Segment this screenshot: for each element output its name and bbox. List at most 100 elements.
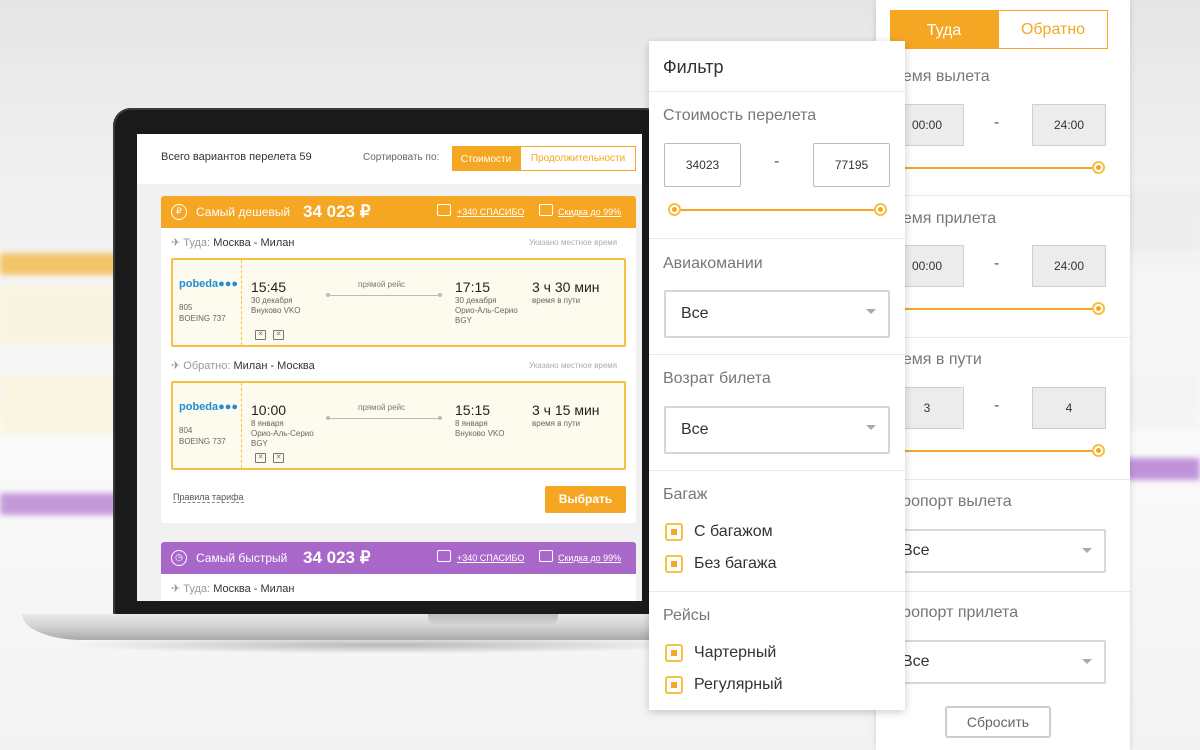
return-segment[interactable]: pobeda●●● 804 BOEING 737 10:00 8 января … xyxy=(171,381,626,470)
arrival-time: 17:15 xyxy=(455,279,491,295)
dep-airport-label: эропорт вылета xyxy=(894,493,1012,510)
outbound-segment[interactable]: pobeda●●● 805 BOEING 737 15:45 30 декабр… xyxy=(171,258,626,347)
slider-handle-min[interactable] xyxy=(668,203,681,216)
airlines-label: Авиакомании xyxy=(663,255,763,272)
sort-by-duration-button[interactable]: Продолжительности xyxy=(520,146,636,171)
arrival-info: 30 декабря Орио-Аль-Серио BGY xyxy=(455,296,518,325)
travel-time-max[interactable]: 4 xyxy=(1032,387,1106,429)
laptop-base xyxy=(22,614,744,640)
local-time-note: Указано местное время xyxy=(529,361,618,370)
refund-label: Возрат билета xyxy=(663,370,771,387)
card-title: Самый дешевый xyxy=(196,205,291,219)
refund-select[interactable]: Все xyxy=(664,406,890,454)
price-min-input[interactable]: 34023 xyxy=(664,143,741,187)
arrival-time-max[interactable]: 24:00 xyxy=(1032,245,1106,287)
charter-label[interactable]: Чартерный xyxy=(694,644,777,661)
card-price: 34 023 ₽ xyxy=(303,202,371,221)
cheapest-card: ₽ Самый дешевый 34 023 ₽ +340 СПАСИБО Ск… xyxy=(161,196,636,523)
bonus-link[interactable]: +340 СПАСИБО xyxy=(457,207,525,217)
plane-icon: ✈ xyxy=(171,583,181,595)
airlines-select[interactable]: Все xyxy=(664,290,890,338)
slider-handle[interactable] xyxy=(1092,444,1105,457)
wallet-icon xyxy=(437,550,451,562)
chevron-down-icon xyxy=(1082,548,1092,553)
reset-button[interactable]: Сбросить xyxy=(945,706,1051,738)
bonus-link[interactable]: +340 СПАСИБО xyxy=(457,553,525,563)
without-baggage-checkbox[interactable] xyxy=(665,555,683,573)
choose-button[interactable]: Выбрать xyxy=(545,486,626,513)
gift-icon xyxy=(539,550,553,562)
regular-checkbox[interactable] xyxy=(665,676,683,694)
duration: 3 ч 15 мин xyxy=(532,402,600,418)
slider-handle[interactable] xyxy=(1092,302,1105,315)
no-baggage-icon: ✕ xyxy=(255,453,266,463)
outbound-direction: ✈ Туда: Москва - Милан xyxy=(171,237,295,249)
range-dash: - xyxy=(994,397,1000,414)
no-hand-luggage-icon: ✕ xyxy=(273,330,284,340)
card-header: ₽ Самый дешевый 34 023 ₽ +340 СПАСИБО Ск… xyxy=(161,196,636,228)
arr-airport-select[interactable]: Все xyxy=(890,640,1106,684)
arrival-time-slider[interactable] xyxy=(902,308,1098,310)
card-price: 34 023 ₽ xyxy=(303,548,371,567)
price-max-input[interactable]: 77195 xyxy=(813,143,890,187)
regular-label[interactable]: Регулярный xyxy=(694,676,783,693)
discount-link[interactable]: Скидка до 99% xyxy=(558,553,622,563)
results-list: ₽ Самый дешевый 34 023 ₽ +340 СПАСИБО Ск… xyxy=(137,184,642,601)
discount-link[interactable]: Скидка до 99% xyxy=(558,207,622,217)
tab-return[interactable]: Обратно xyxy=(998,10,1108,49)
travel-time-slider[interactable] xyxy=(902,450,1098,452)
route-line xyxy=(326,416,442,420)
no-baggage-icon: ✕ xyxy=(255,330,266,340)
duration: 3 ч 30 мин xyxy=(532,279,600,295)
flight-info: 804 BOEING 737 xyxy=(179,426,226,446)
arr-airport-label: эропорт прилета xyxy=(894,604,1019,621)
charter-checkbox[interactable] xyxy=(665,644,683,662)
range-dash: - xyxy=(994,114,1000,131)
outbound-direction: ✈ Туда: Москва - Милан xyxy=(171,583,295,595)
route-type: прямой рейс xyxy=(358,280,406,289)
with-baggage-label[interactable]: С багажом xyxy=(694,523,773,540)
tab-outbound[interactable]: Туда xyxy=(890,10,998,49)
duration-label: время в пути xyxy=(532,296,581,305)
route-line xyxy=(326,293,442,297)
filter-title: Фильтр xyxy=(663,57,724,77)
dep-airport-select[interactable]: Все xyxy=(890,529,1106,573)
travel-time-label: ремя в пути xyxy=(894,351,982,368)
departure-time-max[interactable]: 24:00 xyxy=(1032,104,1106,146)
arrival-time-label: ремя прилета xyxy=(894,210,997,227)
wallet-icon xyxy=(437,204,451,216)
no-hand-luggage-icon: ✕ xyxy=(273,453,284,463)
flights-label: Рейсы xyxy=(663,607,711,624)
airline-logo: pobeda●●● xyxy=(179,401,239,413)
fare-rules-link[interactable]: Правила тарифа xyxy=(173,492,244,503)
route-type: прямой рейс xyxy=(358,403,406,412)
laptop-notch xyxy=(428,614,558,626)
plane-icon: ✈ xyxy=(171,237,181,249)
with-baggage-checkbox[interactable] xyxy=(665,523,683,541)
return-direction: ✈ Обратно: Милан - Москва xyxy=(171,360,315,372)
ruble-coin-icon: ₽ xyxy=(171,204,187,220)
without-baggage-label[interactable]: Без багажа xyxy=(694,555,777,572)
airline-logo: pobeda●●● xyxy=(179,278,239,290)
baggage-label: Багаж xyxy=(663,486,708,503)
range-dash: - xyxy=(994,255,1000,272)
slider-handle[interactable] xyxy=(1092,161,1105,174)
sort-label: Сортировать по: xyxy=(363,152,440,163)
departure-time-slider[interactable] xyxy=(902,167,1098,169)
card-title: Самый быстрый xyxy=(196,551,288,565)
departure-info: 30 декабря Внуково VKO xyxy=(251,296,301,315)
filter-panel: Фильтр Стоимость перелета 34023 - 77195 … xyxy=(649,41,905,710)
price-slider[interactable] xyxy=(674,209,880,211)
plane-icon: ✈ xyxy=(171,360,181,372)
sort-by-price-button[interactable]: Стоимости xyxy=(452,146,520,171)
range-dash: - xyxy=(774,153,780,170)
clock-icon: ◷ xyxy=(171,550,187,566)
flight-info: 805 BOEING 737 xyxy=(179,303,226,323)
slider-handle-max[interactable] xyxy=(874,203,887,216)
arrival-time: 15:15 xyxy=(455,402,491,418)
blurred-background-left xyxy=(0,195,130,525)
fastest-card: ◷ Самый быстрый 34 023 ₽ +340 СПАСИБО Ск… xyxy=(161,542,636,601)
gift-icon xyxy=(539,204,553,216)
price-label: Стоимость перелета xyxy=(663,107,817,124)
departure-time: 15:45 xyxy=(251,279,287,295)
